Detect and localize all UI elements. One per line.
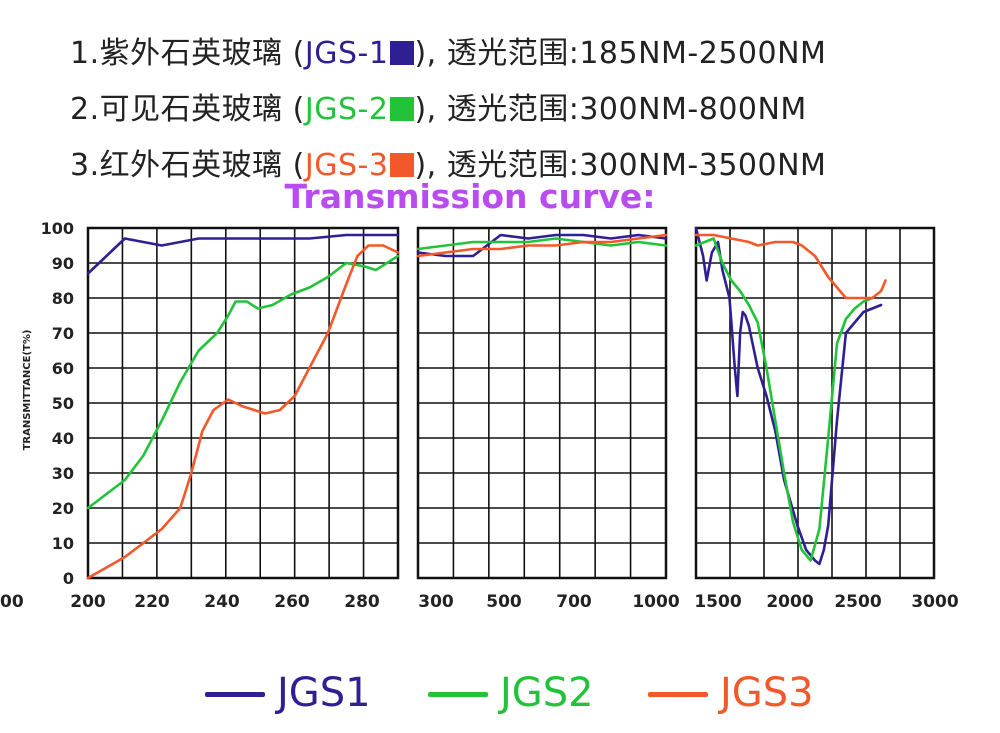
chart-legend: JGS1 JGS2 JGS3: [0, 668, 1000, 718]
x-tick-label: 240: [204, 592, 240, 612]
y-tick-label: 80: [52, 289, 74, 308]
info-suffix: ), 透光范围:185NM-2500NM: [414, 36, 827, 71]
color-swatch-jgs3: [390, 153, 415, 177]
series-line-jgs2: [416, 237, 668, 251]
info-code-jgs3: JGS-3: [304, 148, 389, 183]
info-code-jgs2: JGS-2: [304, 92, 389, 127]
info-line-jgs2: 2.可见石英玻璃 (JGS-2 ), 透光范围:300NM-800NM: [70, 84, 807, 128]
x-tick-label: 700: [556, 592, 592, 612]
x-tick-label: 300: [418, 592, 454, 612]
legend-label-jgs3: JGS3: [720, 670, 814, 716]
x-tick-label: 2500: [834, 592, 881, 612]
x-tick-label: 1000: [632, 592, 679, 612]
y-tick-label: 40: [52, 429, 74, 448]
info-line-jgs1: 1.紫外石英玻璃 (JGS-1 ), 透光范围:185NM-2500NM: [70, 28, 826, 72]
color-swatch-jgs1: [390, 41, 415, 65]
series-line-jgs1: [694, 226, 883, 566]
y-tick-label: 30: [52, 464, 74, 483]
series-line-jgs1: [86, 233, 400, 275]
info-suffix: ), 透光范围:300NM-800NM: [414, 92, 807, 127]
y-tick-label: 10: [52, 534, 74, 553]
series-line-jgs3: [694, 233, 887, 300]
x-tick-label: 500: [486, 592, 522, 612]
info-prefix: 2.可见石英玻璃 (: [70, 92, 305, 127]
y-tick-label: 70: [52, 324, 74, 343]
series-line-jgs2: [694, 237, 874, 562]
legend-label-jgs2: JGS2: [500, 670, 594, 716]
legend-line-jgs3: [648, 692, 708, 697]
info-code-jgs1: JGS-1: [304, 36, 389, 71]
x-tick-label: 4000: [0, 592, 24, 612]
x-tick-label: 3000: [911, 592, 958, 612]
transmission-chart: TRANSMITTANCE(T%) 0 10 20 30 40 50 60 70 80 90 100…: [0, 219, 959, 612]
series-line-jgs1: [416, 233, 668, 258]
legend-line-jgs2: [428, 692, 488, 697]
info-prefix: 3.红外石英玻璃 (: [70, 148, 305, 183]
y-tick-label: 100: [41, 219, 74, 238]
x-tick-label: 280: [344, 592, 380, 612]
x-tick-label: 200: [70, 592, 106, 612]
x-tick-label: 1500: [694, 592, 741, 612]
y-tick-label: 50: [52, 394, 74, 413]
legend-label-jgs1: JGS1: [277, 670, 371, 716]
y-tick-label: 90: [52, 254, 74, 273]
series-line-jgs3: [86, 244, 400, 580]
x-tick-label: 220: [134, 592, 170, 612]
y-tick-label: 60: [52, 359, 74, 378]
legend-line-jgs1: [205, 692, 265, 697]
y-axis-label: TRANSMITTANCE(T%): [22, 330, 33, 451]
series-line-jgs3: [416, 233, 668, 258]
y-tick-label: 20: [52, 499, 74, 518]
info-line-jgs3: 3.红外石英玻璃 (JGS-3 ), 透光范围:300NM-3500NM: [70, 140, 826, 184]
info-prefix: 1.紫外石英玻璃 (: [70, 36, 305, 71]
x-tick-label: 260: [274, 592, 310, 612]
x-tick-label: 2000: [766, 592, 813, 612]
series-line-jgs2: [86, 254, 400, 510]
color-swatch-jgs2: [390, 97, 415, 121]
chart-title: Transmission curve:: [284, 177, 656, 216]
y-tick-label: 0: [63, 569, 74, 588]
info-suffix: ), 透光范围:300NM-3500NM: [414, 148, 827, 183]
